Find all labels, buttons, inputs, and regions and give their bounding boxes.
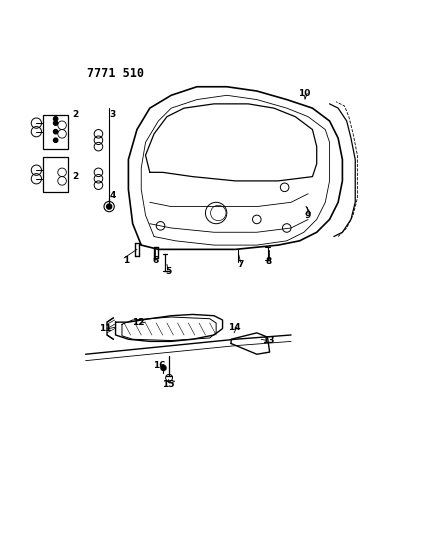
Text: 6: 6 [152,256,158,265]
Circle shape [107,204,112,209]
Circle shape [54,130,58,134]
Text: 4: 4 [110,191,116,200]
Text: 3: 3 [110,110,116,119]
Circle shape [54,138,58,142]
Text: 12: 12 [131,319,144,327]
Text: 16: 16 [153,361,166,370]
Text: 15: 15 [162,379,175,389]
Circle shape [54,121,58,125]
Text: 2: 2 [72,172,78,181]
Text: 13: 13 [262,336,274,345]
Text: 9: 9 [305,212,311,221]
Text: 7: 7 [238,260,244,269]
Text: 11: 11 [99,324,112,333]
Text: 10: 10 [298,88,310,98]
Text: 1: 1 [123,256,129,264]
Text: 2: 2 [72,110,78,119]
Text: 7771 510: 7771 510 [87,68,144,80]
Circle shape [161,365,166,370]
Text: 5: 5 [165,267,171,276]
Circle shape [54,117,58,121]
Text: 14: 14 [228,323,241,332]
Text: 8: 8 [266,257,272,266]
